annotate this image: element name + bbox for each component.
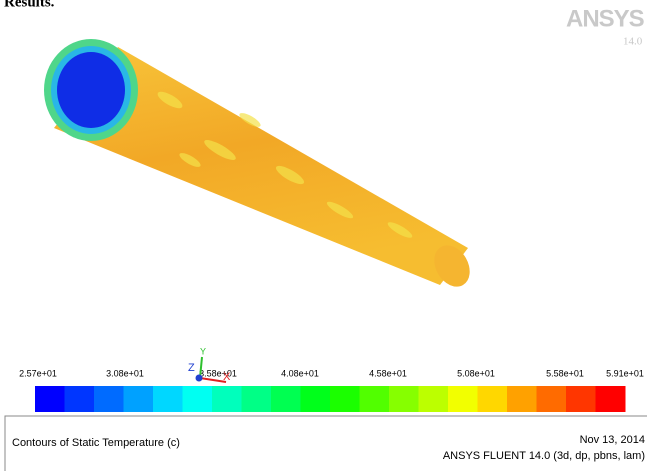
colorbar-swatch bbox=[301, 386, 331, 412]
colorbar-label: 3.08e+01 bbox=[106, 368, 144, 378]
colorbar-swatch bbox=[183, 386, 213, 412]
colorbar-swatch bbox=[35, 386, 65, 412]
colorbar-swatch bbox=[360, 386, 390, 412]
colorbar-label: 4.08e+01 bbox=[281, 368, 319, 378]
footer-date: Nov 13, 2014 bbox=[580, 434, 645, 446]
triad-z: Z bbox=[188, 362, 195, 374]
pipe-inlet-core bbox=[57, 52, 125, 128]
logo-version: 14.0 bbox=[623, 36, 643, 48]
colorbar-swatch bbox=[124, 386, 154, 412]
colorbar-label: 5.58e+01 bbox=[546, 368, 584, 378]
triad-x: X bbox=[223, 371, 231, 383]
colorbar-swatch bbox=[566, 386, 596, 412]
header-text: Results. bbox=[4, 0, 55, 10]
colorbar-swatch bbox=[419, 386, 449, 412]
colorbar-label: 4.58e+01 bbox=[369, 368, 407, 378]
colorbar-label: 5.08e+01 bbox=[457, 368, 495, 378]
viewport: Results. ANSYS 14.0 2.57e+01 3.08e+01 3.58… bbox=[0, 0, 647, 471]
colorbar-swatch bbox=[389, 386, 419, 412]
footer-title: Contours of Static Temperature (c) bbox=[12, 437, 180, 449]
colorbar-swatch bbox=[212, 386, 242, 412]
colorbar-swatch bbox=[478, 386, 508, 412]
colorbar-swatch bbox=[507, 386, 537, 412]
footer-software: ANSYS FLUENT 14.0 (3d, dp, pbns, lam) bbox=[443, 450, 645, 462]
colorbar-swatch bbox=[271, 386, 301, 412]
colorbar-swatch bbox=[65, 386, 95, 412]
colorbar-swatch bbox=[537, 386, 567, 412]
colorbar: 2.57e+01 3.08e+01 3.58e+01 4.08e+01 4.58e+01… bbox=[19, 368, 644, 412]
colorbar-swatch bbox=[242, 386, 272, 412]
colorbar-swatch bbox=[596, 386, 626, 412]
colorbar-swatch bbox=[330, 386, 360, 412]
colorbar-label: 3.58e+01 bbox=[199, 368, 237, 378]
colorbar-swatch bbox=[153, 386, 183, 412]
pipe bbox=[44, 39, 477, 293]
colorbar-swatch bbox=[94, 386, 124, 412]
colorbar-swatch bbox=[448, 386, 478, 412]
logo-brand: ANSYS bbox=[566, 5, 645, 32]
colorbar-label: 2.57e+01 bbox=[19, 368, 57, 378]
colorbar-label: 5.91e+01 bbox=[606, 368, 644, 378]
triad-y: Y bbox=[200, 346, 206, 356]
